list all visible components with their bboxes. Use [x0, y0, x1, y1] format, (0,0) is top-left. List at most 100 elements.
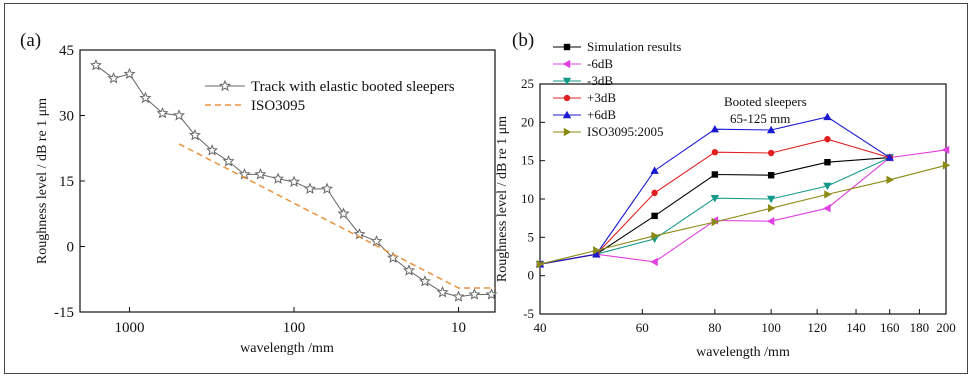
panel-a-label: (a)	[20, 30, 41, 51]
panel-b-data-point	[886, 175, 894, 185]
panel-a-legend-marker	[219, 79, 231, 92]
panel-b-y-tick-label: -5	[523, 306, 534, 321]
panel-b-legend-marker	[563, 127, 572, 137]
panel-a-data-point	[188, 128, 201, 141]
panel-b-legend-marker	[562, 110, 572, 119]
panel-a-data-point	[418, 275, 431, 287]
panel-b-series-line-5	[539, 164, 947, 265]
panel-b-data-point	[766, 195, 776, 204]
panel-b-data-point	[824, 136, 831, 143]
panel-b-data-point	[651, 189, 658, 197]
panel-b-data-point	[942, 161, 951, 170]
panel-b-legend-marker	[563, 94, 571, 102]
panel-a-chart: (a) 1000 100 10 -15 0 15 30 45 wavelength /mm R…	[20, 30, 498, 356]
panel-b-x-tick-label: 40	[534, 320, 547, 335]
panel-a-plot-frame	[79, 49, 496, 313]
panel-b-x-tick-label: 160	[880, 320, 900, 335]
panel-b-x-tick-label: 180	[910, 320, 930, 335]
panel-b-y-tick-label: 25	[521, 76, 534, 91]
panel-a-series-line-1	[178, 143, 495, 289]
panel-b-data-point	[824, 159, 831, 166]
panel-b-legend-marker	[563, 43, 571, 51]
panel-b-data-point	[766, 217, 775, 226]
panel-b-legend-label: -6dB	[587, 56, 613, 71]
panel-a-data-point	[402, 264, 415, 276]
panel-b-legend-label: +6dB	[587, 107, 616, 122]
panel-a-data-point	[254, 168, 267, 180]
panel-a-data-point	[89, 58, 102, 71]
panel-b-chart: (b) 40 60 80 100 120 140 160 180 200 -5 0 5 10 15 20 25…	[495, 30, 956, 360]
panel-b-data-point	[885, 153, 894, 161]
panel-a-legend-label: ISO3095	[251, 98, 305, 114]
panel-a-legend: Track with elastic booted sleepers ISO309…	[205, 79, 455, 114]
panel-a-y-axis-label: Roughness level / dB re 1 μm	[35, 98, 50, 264]
panel-a-y-tick-label: 45	[59, 43, 74, 59]
panel-b-y-tick-label: 15	[521, 153, 534, 168]
panel-a-data-point	[288, 175, 301, 187]
panel-b-data-point	[710, 125, 720, 133]
panel-a-x-tick-label: 100	[283, 320, 306, 336]
panel-a-y-tick-label: -15	[54, 305, 74, 321]
panel-a-x-tick-label: 10	[451, 320, 466, 336]
panel-b-y-axis-label: Roughness level / dB re 1 μm	[495, 116, 510, 282]
panel-a-data-point	[206, 144, 219, 156]
panel-b-data-point	[823, 112, 832, 121]
panel-b-x-tick-label: 120	[807, 320, 827, 335]
panel-b-data-point	[711, 149, 719, 156]
panel-b-legend-label: Simulation results	[587, 39, 681, 54]
panel-b-x-tick-label: 100	[761, 320, 781, 335]
panel-b-data-point	[711, 171, 719, 178]
panel-a-data-point	[452, 290, 465, 302]
panel-b-y-tick-label: 20	[521, 114, 534, 129]
panel-a-data-point	[468, 288, 481, 300]
panel-b-data-point	[941, 145, 950, 155]
panel-b-annotation-line2: 65-125 mm	[730, 111, 790, 126]
panel-b-label: (b)	[512, 30, 534, 51]
panel-b-data-point	[651, 212, 658, 220]
panel-b-data-point	[711, 217, 720, 227]
panel-b-y-tick-label: 10	[521, 191, 534, 206]
panel-b-data-point	[767, 204, 776, 213]
panel-b-data-point	[592, 250, 601, 258]
panel-a-data-point	[123, 67, 136, 80]
panel-a-data-point	[222, 155, 235, 167]
panel-a-data-point	[321, 182, 334, 194]
panel-b-legend-marker	[562, 77, 572, 86]
panel-a-y-tick-label: 0	[67, 240, 75, 256]
panel-a-x-axis-label: wavelength /mm	[240, 341, 334, 356]
panel-b-data-point	[536, 259, 545, 269]
panel-b-series-line-4	[539, 116, 891, 265]
panel-b-data-point	[650, 257, 658, 267]
panel-b-data-point	[593, 246, 601, 255]
panel-b-x-tick-label: 80	[708, 320, 721, 335]
panel-b-x-axis-label: wavelength /mm	[696, 345, 790, 360]
panel-b-data-point	[766, 125, 776, 134]
panel-a-data-point	[436, 286, 449, 298]
panel-b-data-point	[823, 182, 832, 191]
panel-b-legend: Simulation results -6dB -3dB +3dB +6dB ISO309…	[553, 39, 681, 139]
panel-a-legend-label: Track with elastic booted sleepers	[251, 79, 455, 95]
panel-b-legend-label: +3dB	[587, 90, 616, 105]
panel-b-series-line-1	[539, 149, 947, 265]
panel-b-data-point	[651, 231, 659, 240]
panel-a-data-point	[303, 182, 316, 194]
panel-a-data-point	[485, 288, 498, 300]
panel-a-x-tick-label: 1000	[115, 320, 145, 336]
panel-b-x-tick-label: 60	[636, 320, 649, 335]
panel-b-data-point	[710, 195, 720, 203]
panel-b-annotation-line1: Booted sleepers	[724, 94, 807, 109]
figure-frame	[4, 3, 968, 374]
panel-b-y-tick-label: 0	[528, 268, 535, 283]
panel-b-data-point	[767, 172, 775, 179]
panel-b-data-point	[823, 204, 831, 213]
panel-b-data-point	[650, 166, 659, 174]
panel-b-y-tick-label: 5	[528, 229, 535, 244]
panel-a-y-tick-label: 15	[59, 174, 74, 190]
panel-a-data-point	[337, 207, 350, 219]
panel-b-legend-marker	[562, 59, 571, 69]
panel-a-data-point	[173, 109, 186, 121]
panel-b-legend-label: -3dB	[587, 73, 613, 88]
panel-a-data-point	[370, 234, 383, 247]
panel-a-data-point	[139, 91, 152, 104]
